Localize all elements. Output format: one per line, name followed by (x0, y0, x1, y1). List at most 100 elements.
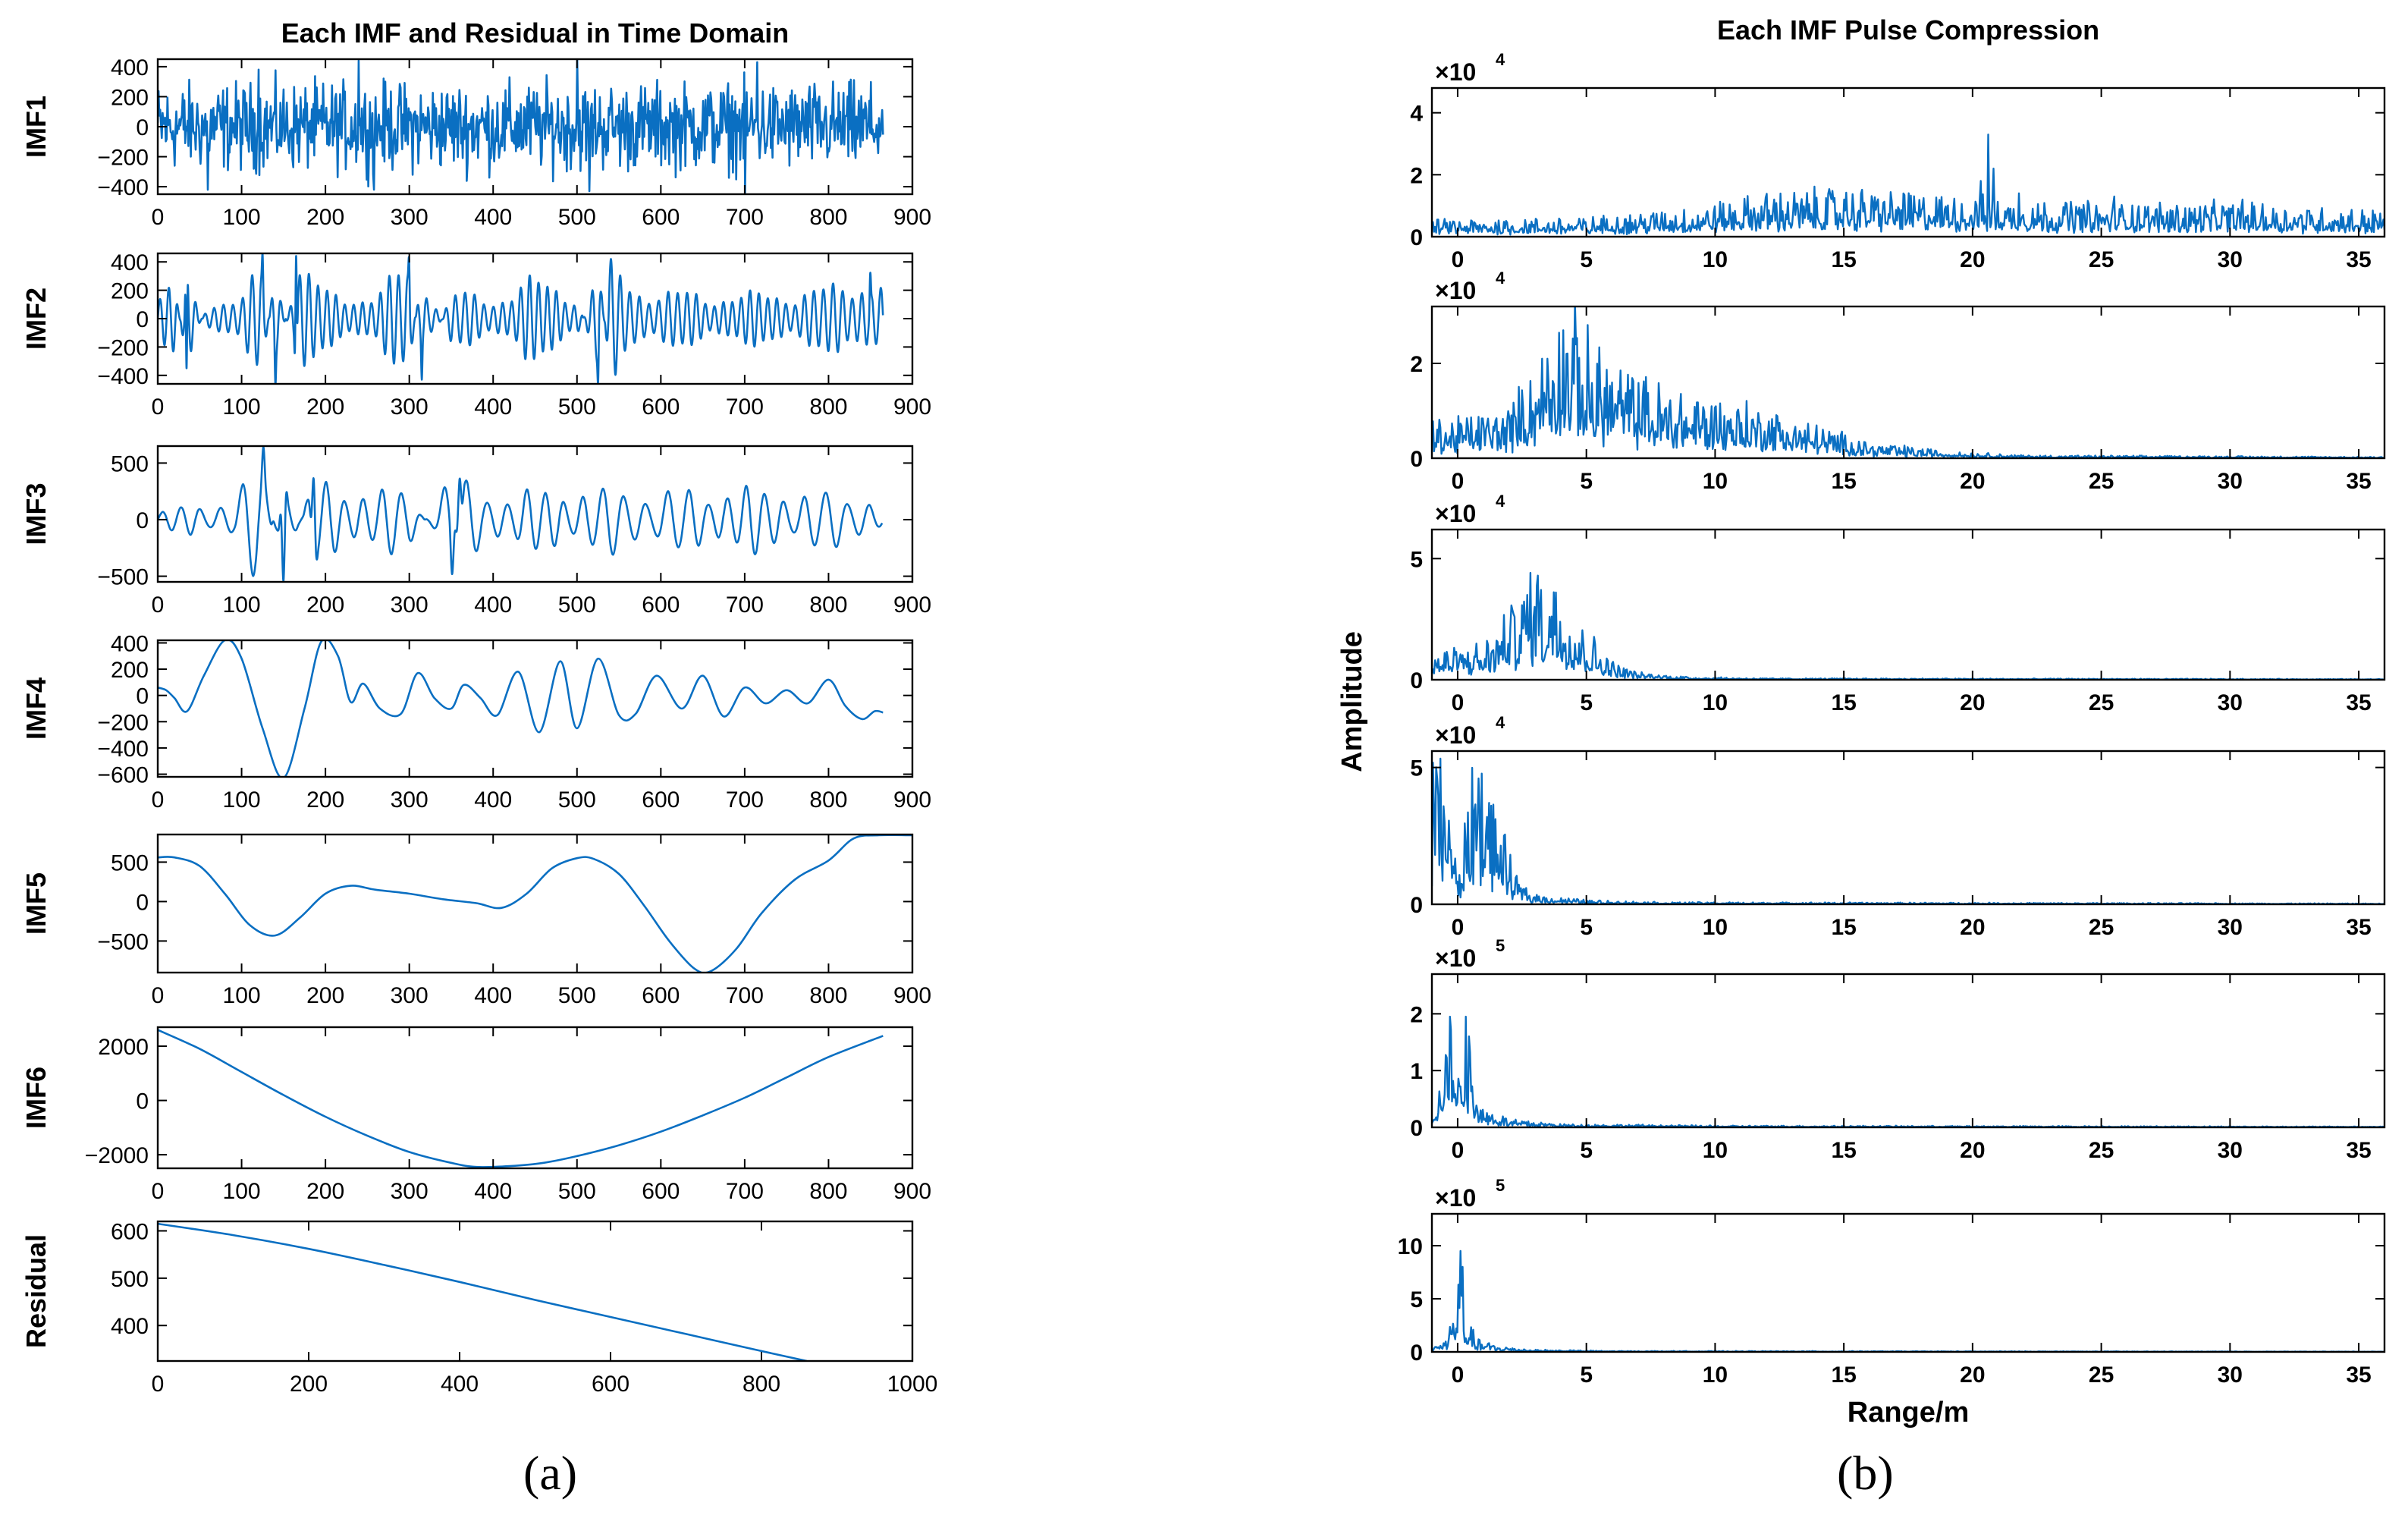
x-tick-label: 15 (1831, 1138, 1856, 1163)
y-tick-label: 400 (111, 250, 149, 275)
y-tick-label: −200 (97, 710, 149, 735)
chart-10: 0 5 10 15 20 25 30 35 0 5 ×10 4 Amplitude (1336, 631, 2386, 940)
x-tick-label: 5 (1580, 1363, 1593, 1388)
x-tick-label: 200 (290, 1372, 328, 1397)
y-tick-label: 400 (111, 55, 149, 80)
y-tick-label: −500 (97, 929, 149, 954)
x-tick-label: 35 (2346, 1138, 2371, 1163)
x-tick-label: 20 (1960, 690, 1985, 715)
x-tick-label: 20 (1960, 469, 1985, 494)
x-tick-label: 10 (1703, 915, 1728, 940)
axes-frame (156, 252, 914, 385)
x-tick-label: 600 (642, 1179, 680, 1204)
chart-7: 0 5 10 15 20 25 30 35 0 2 4 ×10 4 Each IMF Pulse Comp… (1410, 14, 2386, 272)
x-tick-label: 15 (1831, 247, 1856, 272)
x-tick-label: 600 (592, 1372, 629, 1397)
y-tick-label: −400 (97, 175, 149, 200)
chart-8: 0 5 10 15 20 25 30 35 0 2 ×10 4 (1410, 269, 2386, 494)
y-axis-label: IMF1 (20, 96, 52, 158)
axes-frame (1430, 86, 2386, 238)
series-line-imf5-pulse-compression (1432, 1015, 2384, 1127)
x-tick-label: 0 (1452, 915, 1465, 940)
x-tick-label: 10 (1703, 1363, 1728, 1388)
x-tick-label: 25 (2089, 1363, 2114, 1388)
x-tick-label: 100 (223, 787, 261, 813)
chart-1: 0 100 200 300 400 500 600 700 800 900 −400 −200 0 200… (20, 250, 931, 420)
chart-11: 0 5 10 15 20 25 30 35 0 1 2 ×10 5 (1410, 936, 2386, 1163)
x-tick-label: 35 (2346, 1363, 2371, 1388)
x-tick-label: 25 (2089, 247, 2114, 272)
series-line-imf4-pulse-compression (1432, 757, 2384, 904)
x-tick-label: 100 (223, 1179, 261, 1204)
y-tick-label: −400 (97, 737, 149, 762)
y-tick-label: 10 (1398, 1234, 1423, 1259)
y-tick-label: 0 (1410, 447, 1423, 472)
y-tick-label: 5 (1410, 756, 1423, 781)
y-tick-label: 2 (1410, 1002, 1423, 1027)
y-tick-label: 600 (111, 1219, 149, 1244)
x-tick-label: 10 (1703, 247, 1728, 272)
axes-frame (1430, 528, 2386, 681)
x-tick-label: 500 (558, 394, 596, 420)
series-line-residual-pulse-compression (1432, 1249, 2384, 1352)
x-tick-label: 600 (642, 205, 680, 230)
y-tick-label: 500 (111, 1267, 149, 1292)
x-tick-label: 700 (726, 394, 764, 420)
x-tick-label: 0 (152, 394, 165, 420)
x-tick-label: 800 (809, 787, 847, 813)
x-tick-label: 15 (1831, 915, 1856, 940)
x-tick-label: 30 (2218, 247, 2243, 272)
axes-frame (156, 833, 914, 974)
y-exponent-power: 5 (1496, 936, 1505, 955)
x-tick-label: 0 (152, 205, 165, 230)
y-exponent-base: ×10 (1435, 277, 1476, 304)
x-tick-label: 300 (391, 983, 429, 1008)
chart-title: Each IMF and Residual in Time Domain (281, 17, 789, 49)
y-axis-label: Residual (20, 1234, 52, 1348)
y-tick-label: 0 (136, 684, 149, 709)
y-tick-label: −600 (97, 763, 149, 788)
y-tick-label: 0 (136, 307, 149, 332)
y-tick-label: −400 (97, 364, 149, 389)
x-tick-label: 25 (2089, 915, 2114, 940)
axes-frame (156, 445, 914, 583)
x-tick-label: 20 (1960, 1363, 1985, 1388)
y-exponent-power: 4 (1496, 269, 1505, 288)
x-tick-label: 300 (391, 1179, 429, 1204)
y-tick-label: 0 (136, 1089, 149, 1114)
chart-12: 0 5 10 15 20 25 30 35 0 5 10 ×10 5 Range/m (1398, 1176, 2386, 1429)
y-exponent-power: 4 (1496, 492, 1505, 511)
x-tick-label: 200 (306, 205, 344, 230)
x-tick-label: 35 (2346, 469, 2371, 494)
y-tick-label: 1 (1410, 1059, 1423, 1084)
y-axis-label: IMF5 (20, 872, 52, 935)
y-exponent-base: ×10 (1435, 945, 1476, 972)
x-tick-label: 100 (223, 205, 261, 230)
x-axis-label: Range/m (1848, 1397, 1969, 1429)
y-tick-label: 0 (1410, 668, 1423, 693)
x-tick-label: 900 (893, 983, 931, 1008)
x-tick-label: 30 (2218, 690, 2243, 715)
x-tick-label: 600 (642, 983, 680, 1008)
x-tick-label: 5 (1580, 1138, 1593, 1163)
series-line-residual (158, 1222, 807, 1361)
x-tick-label: 0 (1452, 1363, 1465, 1388)
x-tick-label: 25 (2089, 690, 2114, 715)
x-tick-label: 5 (1580, 469, 1593, 494)
x-tick-label: 5 (1580, 690, 1593, 715)
x-tick-label: 500 (558, 787, 596, 813)
y-axis-label: IMF4 (20, 677, 52, 740)
series-line-imf1-pulse-compression (1432, 134, 2384, 236)
x-tick-label: 800 (809, 205, 847, 230)
y-tick-label: 0 (136, 115, 149, 140)
y-tick-label: 0 (1410, 893, 1423, 918)
series-line-imf2 (158, 253, 884, 384)
chart-title: Each IMF Pulse Compression (1717, 14, 2099, 46)
x-tick-label: 400 (474, 1179, 512, 1204)
x-tick-label: 800 (809, 394, 847, 420)
x-tick-label: 700 (726, 592, 764, 618)
x-tick-label: 35 (2346, 915, 2371, 940)
x-tick-label: 400 (441, 1372, 479, 1397)
series-line-imf1 (158, 59, 884, 194)
